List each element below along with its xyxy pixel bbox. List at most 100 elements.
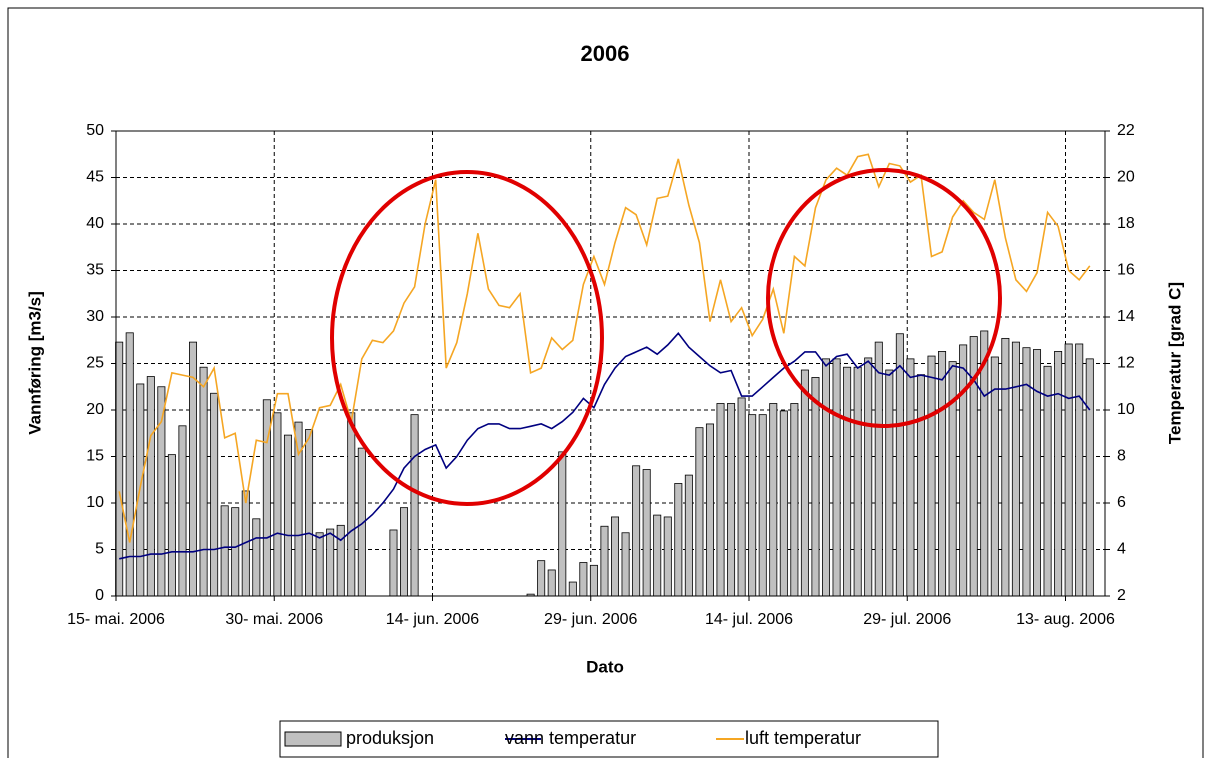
bar <box>790 403 799 597</box>
bar <box>769 403 778 597</box>
bar <box>906 358 915 597</box>
bar <box>547 569 556 597</box>
bar <box>705 423 714 597</box>
y-tick-label: 10 <box>86 494 104 511</box>
bar <box>220 505 229 597</box>
bar <box>589 564 598 597</box>
bar <box>1001 337 1010 597</box>
bar <box>336 524 345 597</box>
bar <box>959 344 968 597</box>
highlight-ellipse <box>330 170 604 506</box>
y-tick-label: 50 <box>86 122 104 139</box>
bar <box>579 562 588 597</box>
y2-tick-label: 20 <box>1117 169 1135 186</box>
y2-tick-label: 10 <box>1117 401 1135 418</box>
x-tick-label: 30- mai. 2006 <box>225 611 323 628</box>
bar <box>231 507 240 597</box>
y2-tick-label: 4 <box>1117 541 1126 558</box>
bar <box>558 451 567 597</box>
bar <box>210 392 219 597</box>
x-tick-label: 29- jul. 2006 <box>863 611 951 628</box>
y-tick-label: 45 <box>86 169 104 186</box>
bar <box>864 357 873 597</box>
x-tick-label: 29- jun. 2006 <box>544 611 638 628</box>
y2-tick-label: 12 <box>1117 355 1135 372</box>
bar <box>273 412 282 597</box>
bar <box>294 421 303 597</box>
bar <box>1043 365 1052 597</box>
bar <box>1085 358 1094 597</box>
y-tick-label: 30 <box>86 308 104 325</box>
bar <box>758 414 767 597</box>
bar <box>315 532 324 597</box>
y-tick-label: 35 <box>86 262 104 279</box>
y2-tick-label: 14 <box>1117 308 1135 325</box>
bar <box>199 366 208 597</box>
bar <box>389 529 398 597</box>
bar <box>305 429 314 597</box>
y-axis-label: Vannføring [m3/s] <box>25 291 44 435</box>
chart-title: 2006 <box>581 41 630 66</box>
x-tick-label: 14- jun. 2006 <box>386 611 480 628</box>
y-tick-label: 40 <box>86 215 104 232</box>
bar <box>410 414 419 597</box>
highlight-ellipse <box>766 168 1002 428</box>
line <box>118 153 1091 543</box>
x-axis-label: Dato <box>586 657 624 676</box>
bar <box>252 518 261 597</box>
y-tick-label: 25 <box>86 355 104 372</box>
bar <box>748 414 757 597</box>
bar <box>684 474 693 597</box>
bar <box>653 514 662 597</box>
y2-tick-label: 16 <box>1117 262 1135 279</box>
y2-tick-label: 18 <box>1117 215 1135 232</box>
y2-tick-label: 8 <box>1117 448 1126 465</box>
bar <box>1011 341 1020 597</box>
bar <box>568 581 577 597</box>
bar <box>822 358 831 597</box>
bar <box>927 355 936 597</box>
line <box>119 332 1091 560</box>
bar <box>178 425 187 597</box>
plot-border <box>115 130 1106 597</box>
y-tick-label: 5 <box>95 541 104 558</box>
bar <box>326 528 335 597</box>
bar <box>632 465 641 597</box>
bar <box>347 412 356 597</box>
legend-box <box>279 720 939 758</box>
bar <box>1064 343 1073 597</box>
bar <box>400 507 409 597</box>
x-tick-label: 15- mai. 2006 <box>67 611 165 628</box>
bar <box>146 376 155 597</box>
bar <box>727 403 736 597</box>
bar <box>990 356 999 597</box>
bar <box>600 525 609 597</box>
bar <box>1075 343 1084 597</box>
bar <box>938 351 947 597</box>
legend-swatch <box>284 731 342 747</box>
bar <box>737 397 746 597</box>
legend-label: vann temperatur <box>505 728 636 748</box>
bar <box>916 374 925 597</box>
x-tick-label: 14- jul. 2006 <box>705 611 793 628</box>
bar <box>1054 351 1063 597</box>
bar <box>1033 349 1042 597</box>
bar <box>611 516 620 597</box>
y-tick-label: 15 <box>86 448 104 465</box>
bar <box>843 366 852 597</box>
legend-label: luft temperatur <box>745 728 861 748</box>
y-tick-label: 20 <box>86 401 104 418</box>
bar <box>167 454 176 597</box>
bar <box>853 366 862 597</box>
bar <box>779 410 788 597</box>
bar <box>716 403 725 597</box>
x-tick-label: 13- aug. 2006 <box>1016 611 1115 628</box>
y2-tick-label: 22 <box>1117 122 1135 139</box>
bar <box>811 377 820 597</box>
y2-tick-label: 2 <box>1117 587 1126 604</box>
bar <box>674 483 683 597</box>
bar <box>283 434 292 597</box>
bar <box>663 516 672 597</box>
y2-axis-label: Temperatur [grad C] <box>1165 282 1184 444</box>
